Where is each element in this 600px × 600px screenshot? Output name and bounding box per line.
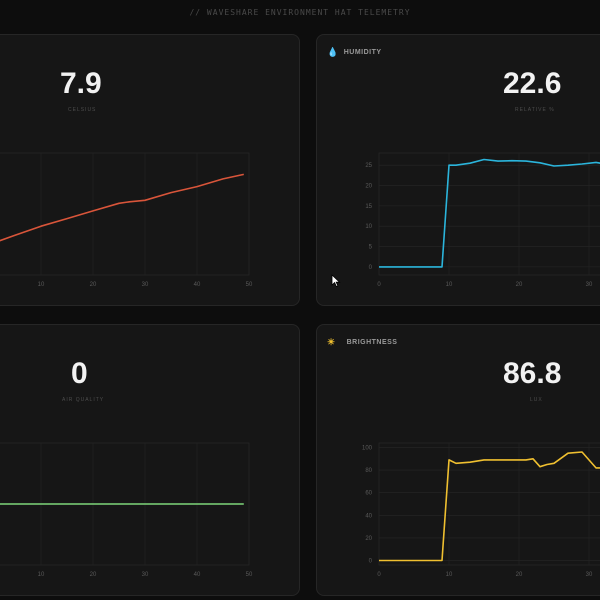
temperature-value: 7.9 bbox=[60, 67, 102, 100]
air-quality-unit: AIR QUALITY bbox=[62, 397, 105, 403]
x-tick-label: 10 bbox=[446, 572, 453, 578]
brightness-chart: 0 10 20 30 0 20 40 60 80 100 bbox=[362, 442, 600, 578]
x-tick-label: 50 bbox=[246, 572, 253, 578]
x-tick-label: 10 bbox=[38, 282, 45, 288]
temperature-card: 7.9 CELSIUS 01020304050 bbox=[0, 34, 300, 306]
y-tick-label: 80 bbox=[365, 468, 372, 474]
humidity-chart: 0 10 20 30 0 5 10 15 20 25 bbox=[365, 152, 600, 288]
x-tick-label: 30 bbox=[142, 572, 149, 578]
y-tick-label: 40 bbox=[365, 513, 372, 519]
x-tick-label: 10 bbox=[38, 572, 45, 578]
x-tick-label: 0 bbox=[377, 282, 381, 288]
humidity-value: 22.6 bbox=[503, 67, 562, 100]
x-tick-label: 20 bbox=[90, 282, 97, 288]
series-line-humidity bbox=[379, 158, 600, 268]
brightness-unit: LUX bbox=[530, 397, 543, 403]
y-tick-label: 0 bbox=[369, 265, 373, 271]
y-tick-label: 0 bbox=[369, 558, 373, 564]
x-tick-label: 40 bbox=[194, 572, 201, 578]
x-tick-label: 20 bbox=[516, 572, 523, 578]
y-tick-label: 5 bbox=[369, 245, 373, 251]
temperature-unit: CELSIUS bbox=[68, 107, 97, 113]
air-quality-value: 0 bbox=[71, 357, 88, 390]
humidity-unit: RELATIVE % bbox=[515, 107, 555, 113]
plot-frame bbox=[378, 442, 600, 566]
humidity-card: 💧 HUMIDITY 22.6 RELATIVE % 0 10 20 30 0 5 10 15… bbox=[316, 34, 600, 306]
plot-frame bbox=[0, 152, 250, 276]
plot-frame bbox=[378, 152, 600, 276]
water-drop-icon: 💧 bbox=[327, 47, 339, 57]
y-tick-label: 25 bbox=[365, 163, 372, 169]
brightness-value: 86.8 bbox=[503, 357, 562, 390]
x-tick-label: 30 bbox=[586, 572, 593, 578]
x-tick-label: 50 bbox=[246, 282, 253, 288]
y-tick-label: 60 bbox=[365, 491, 372, 497]
dashboard-title: // WAVESHARE ENVIRONMENT HAT TELEMETRY bbox=[189, 8, 411, 17]
brightness-title: BRIGHTNESS bbox=[346, 339, 398, 346]
brightness-card: ☀ BRIGHTNESS 86.8 LUX 0 10 20 30 0 20 40 60 80 10… bbox=[316, 324, 600, 596]
temperature-chart: 01020304050 bbox=[0, 152, 253, 288]
humidity-title: HUMIDITY bbox=[343, 49, 382, 56]
x-tick-label: 30 bbox=[142, 282, 149, 288]
brightness-header: ☀ BRIGHTNESS bbox=[327, 337, 397, 348]
y-tick-label: 20 bbox=[365, 184, 372, 190]
mouse-pointer-icon bbox=[331, 274, 341, 288]
x-tick-label: 20 bbox=[90, 572, 97, 578]
sun-icon: ☀ bbox=[327, 337, 336, 347]
y-tick-label: 10 bbox=[365, 224, 372, 230]
air-quality-card: 0 AIR QUALITY 01020304050 bbox=[0, 324, 300, 596]
x-tick-label: 10 bbox=[446, 282, 453, 288]
x-tick-label: 0 bbox=[377, 572, 381, 578]
y-tick-label: 100 bbox=[362, 446, 373, 452]
series-line-temperature bbox=[0, 173, 244, 242]
y-tick-label: 20 bbox=[365, 536, 372, 542]
air-quality-chart: 01020304050 bbox=[0, 442, 253, 578]
series-line-brightness bbox=[379, 451, 600, 562]
humidity-header: 💧 HUMIDITY bbox=[327, 47, 382, 58]
x-tick-label: 20 bbox=[516, 282, 523, 288]
x-tick-label: 30 bbox=[586, 282, 593, 288]
x-tick-label: 40 bbox=[194, 282, 201, 288]
y-tick-label: 15 bbox=[365, 204, 372, 210]
